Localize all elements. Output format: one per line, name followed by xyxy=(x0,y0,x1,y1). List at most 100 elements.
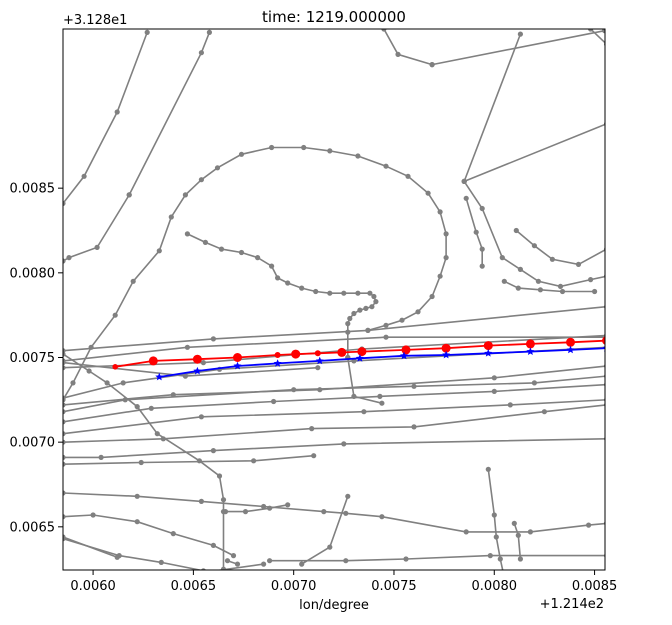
series-point-0 xyxy=(357,347,367,357)
plot-area xyxy=(63,29,605,587)
road-node xyxy=(437,209,443,215)
road-7 xyxy=(63,336,605,362)
road-28 xyxy=(487,469,504,570)
trajectory-series xyxy=(112,336,605,381)
road-node xyxy=(511,520,517,527)
road-node xyxy=(537,287,544,293)
road-node xyxy=(224,558,231,564)
series-point-0 xyxy=(148,356,158,366)
x-axis: 0.0060 0.0065 0.0070 0.0075 0.0080 0.0085 xyxy=(70,570,617,594)
road-node xyxy=(126,192,132,198)
road-node xyxy=(315,365,321,371)
road-node xyxy=(369,304,375,310)
road-node xyxy=(220,497,227,503)
road-node xyxy=(242,509,249,515)
road-node xyxy=(63,514,66,520)
road-node xyxy=(345,493,351,499)
road-node xyxy=(291,387,297,393)
road-node xyxy=(241,573,246,578)
road-node xyxy=(63,200,66,206)
road-node xyxy=(271,398,277,405)
road-node xyxy=(443,255,449,261)
road-node xyxy=(463,195,469,201)
series-point-1 xyxy=(233,361,242,370)
road-node xyxy=(429,62,435,68)
road-node xyxy=(299,561,305,567)
road-node xyxy=(196,458,202,464)
road-node xyxy=(148,405,154,411)
road-node xyxy=(202,569,205,570)
road-node xyxy=(63,419,66,425)
road-node xyxy=(134,519,140,525)
road-node xyxy=(158,559,164,566)
road-14 xyxy=(63,404,605,443)
road-node xyxy=(130,278,136,284)
road-node xyxy=(415,309,421,315)
road-node xyxy=(377,393,383,399)
road-node xyxy=(170,531,176,537)
road-37 xyxy=(465,198,484,267)
road-node xyxy=(63,461,66,467)
series-point-0 xyxy=(401,345,411,355)
road-node xyxy=(311,453,317,459)
road-17 xyxy=(63,492,605,533)
road-node xyxy=(114,109,120,115)
road-node xyxy=(234,561,241,567)
road-27 xyxy=(301,496,349,565)
series-point-0 xyxy=(566,337,575,347)
road-node xyxy=(383,334,389,340)
road-node xyxy=(501,278,507,284)
series-point-1 xyxy=(484,349,493,357)
road-node xyxy=(238,151,245,157)
series-point-1 xyxy=(315,356,324,365)
series-point-1 xyxy=(355,354,364,362)
road-node xyxy=(381,29,387,32)
series-point-0 xyxy=(112,364,118,370)
y-tick-label: 0.0065 xyxy=(10,520,56,535)
road-node xyxy=(321,509,327,515)
road-node xyxy=(411,424,417,430)
road-node xyxy=(63,431,66,437)
x-tick-label: 0.0070 xyxy=(271,579,317,594)
road-35 xyxy=(463,180,605,288)
road-node xyxy=(198,498,204,504)
road-node xyxy=(371,293,377,300)
road-node xyxy=(365,327,371,333)
road-node xyxy=(218,246,225,252)
road-node xyxy=(588,29,594,32)
road-node xyxy=(261,561,267,567)
road-node xyxy=(149,582,154,587)
x-tick-label: 0.0075 xyxy=(371,579,417,594)
road-node xyxy=(343,510,349,516)
road-node xyxy=(104,380,110,386)
series-point-1 xyxy=(155,372,164,381)
x-axis-label: lon/degree xyxy=(299,598,369,613)
road-node xyxy=(63,258,66,264)
road-25 xyxy=(215,563,264,570)
road-node xyxy=(198,50,204,56)
road-node xyxy=(479,205,485,212)
road-node xyxy=(405,173,411,179)
road-node xyxy=(347,315,353,322)
road-node xyxy=(515,532,521,538)
road-node xyxy=(355,153,361,159)
road-node xyxy=(202,239,208,245)
road-node xyxy=(170,392,176,398)
road-node xyxy=(216,473,223,479)
road-34 xyxy=(463,123,605,183)
road-node xyxy=(210,336,216,342)
series-point-0 xyxy=(483,341,493,351)
road-node xyxy=(182,373,188,379)
road-node xyxy=(341,441,347,447)
road-node xyxy=(351,310,357,317)
road-8 xyxy=(63,334,605,369)
road-node xyxy=(269,263,275,269)
road-node xyxy=(517,31,524,37)
series-point-0 xyxy=(192,354,202,364)
road-node xyxy=(63,490,66,496)
series-point-1 xyxy=(273,359,282,367)
road-node xyxy=(479,263,485,269)
road-node xyxy=(507,402,513,408)
series-point-0 xyxy=(525,339,535,349)
road-node xyxy=(168,214,174,220)
